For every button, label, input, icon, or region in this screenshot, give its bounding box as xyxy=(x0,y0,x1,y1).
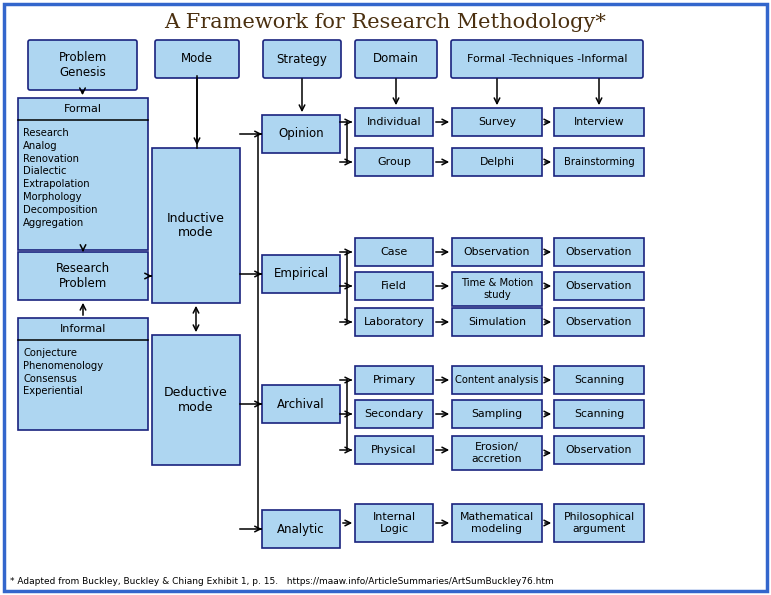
Text: Strategy: Strategy xyxy=(277,52,328,65)
Text: Observation: Observation xyxy=(464,247,530,257)
Text: Analytic: Analytic xyxy=(278,522,325,536)
FancyBboxPatch shape xyxy=(554,272,644,300)
Text: Simulation: Simulation xyxy=(468,317,526,327)
Text: Survey: Survey xyxy=(478,117,516,127)
FancyBboxPatch shape xyxy=(554,400,644,428)
Text: Time & Motion
study: Time & Motion study xyxy=(461,278,533,300)
FancyBboxPatch shape xyxy=(452,272,542,306)
Text: Group: Group xyxy=(377,157,411,167)
FancyBboxPatch shape xyxy=(452,366,542,394)
Text: Domain: Domain xyxy=(373,52,419,65)
Text: Delphi: Delphi xyxy=(480,157,514,167)
FancyBboxPatch shape xyxy=(451,40,643,78)
FancyBboxPatch shape xyxy=(18,98,148,250)
Text: Brainstorming: Brainstorming xyxy=(564,157,635,167)
FancyBboxPatch shape xyxy=(554,238,644,266)
FancyBboxPatch shape xyxy=(355,436,433,464)
Text: Erosion/
accretion: Erosion/ accretion xyxy=(472,442,522,464)
Text: Research
Analog
Renovation
Dialectic
Extrapolation
Morphology
Decomposition
Aggr: Research Analog Renovation Dialectic Ext… xyxy=(23,128,97,228)
FancyBboxPatch shape xyxy=(263,40,341,78)
FancyBboxPatch shape xyxy=(452,148,542,176)
FancyBboxPatch shape xyxy=(18,318,148,430)
FancyBboxPatch shape xyxy=(152,335,240,465)
FancyBboxPatch shape xyxy=(355,272,433,300)
FancyBboxPatch shape xyxy=(262,255,340,293)
Text: Case: Case xyxy=(380,247,408,257)
Text: Observation: Observation xyxy=(566,445,632,455)
Text: A Framework for Research Methodology*: A Framework for Research Methodology* xyxy=(164,12,606,32)
Text: Informal: Informal xyxy=(60,324,106,334)
FancyBboxPatch shape xyxy=(452,308,542,336)
Text: Empirical: Empirical xyxy=(274,268,328,280)
Text: Scanning: Scanning xyxy=(574,375,625,385)
FancyBboxPatch shape xyxy=(355,238,433,266)
Text: Interview: Interview xyxy=(574,117,625,127)
Text: Philosophical
argument: Philosophical argument xyxy=(564,512,635,534)
Text: Mode: Mode xyxy=(181,52,213,65)
FancyBboxPatch shape xyxy=(355,504,433,542)
FancyBboxPatch shape xyxy=(262,115,340,153)
FancyBboxPatch shape xyxy=(355,366,433,394)
FancyBboxPatch shape xyxy=(155,40,239,78)
FancyBboxPatch shape xyxy=(28,40,137,90)
FancyBboxPatch shape xyxy=(554,108,644,136)
Text: Internal
Logic: Internal Logic xyxy=(372,512,416,534)
Text: Physical: Physical xyxy=(372,445,417,455)
Text: * Adapted from Buckley, Buckley & Chiang Exhibit 1, p. 15.   https://maaw.info/A: * Adapted from Buckley, Buckley & Chiang… xyxy=(10,578,554,587)
Text: Research
Problem: Research Problem xyxy=(56,262,110,290)
Text: Laboratory: Laboratory xyxy=(364,317,424,327)
FancyBboxPatch shape xyxy=(554,504,644,542)
Text: Observation: Observation xyxy=(566,247,632,257)
FancyBboxPatch shape xyxy=(355,108,433,136)
FancyBboxPatch shape xyxy=(355,148,433,176)
Text: Individual: Individual xyxy=(367,117,421,127)
Text: Conjecture
Phenomenology
Consensus
Experiential: Conjecture Phenomenology Consensus Exper… xyxy=(23,348,103,396)
Text: Problem
Genesis: Problem Genesis xyxy=(59,51,106,79)
Text: Primary: Primary xyxy=(372,375,416,385)
FancyBboxPatch shape xyxy=(554,148,644,176)
FancyBboxPatch shape xyxy=(262,385,340,423)
Text: Secondary: Secondary xyxy=(365,409,423,419)
Text: Observation: Observation xyxy=(566,317,632,327)
FancyBboxPatch shape xyxy=(452,400,542,428)
Text: Opinion: Opinion xyxy=(278,127,324,140)
Text: Inductive
mode: Inductive mode xyxy=(167,211,225,240)
FancyBboxPatch shape xyxy=(262,510,340,548)
Text: Archival: Archival xyxy=(278,397,325,411)
FancyBboxPatch shape xyxy=(452,108,542,136)
Text: Formal -Techniques -Informal: Formal -Techniques -Informal xyxy=(466,54,628,64)
FancyBboxPatch shape xyxy=(355,308,433,336)
Text: Observation: Observation xyxy=(566,281,632,291)
FancyBboxPatch shape xyxy=(554,436,644,464)
Text: Scanning: Scanning xyxy=(574,409,625,419)
Text: Deductive
mode: Deductive mode xyxy=(164,386,228,414)
FancyBboxPatch shape xyxy=(554,366,644,394)
Text: Formal: Formal xyxy=(64,104,102,114)
FancyBboxPatch shape xyxy=(452,436,542,470)
Text: Content analysis: Content analysis xyxy=(456,375,539,385)
Text: Sampling: Sampling xyxy=(471,409,523,419)
Text: Mathematical
modeling: Mathematical modeling xyxy=(460,512,534,534)
FancyBboxPatch shape xyxy=(452,504,542,542)
FancyBboxPatch shape xyxy=(452,238,542,266)
Text: Field: Field xyxy=(381,281,407,291)
FancyBboxPatch shape xyxy=(355,400,433,428)
FancyBboxPatch shape xyxy=(18,252,148,300)
FancyBboxPatch shape xyxy=(152,148,240,303)
FancyBboxPatch shape xyxy=(554,308,644,336)
FancyBboxPatch shape xyxy=(355,40,437,78)
